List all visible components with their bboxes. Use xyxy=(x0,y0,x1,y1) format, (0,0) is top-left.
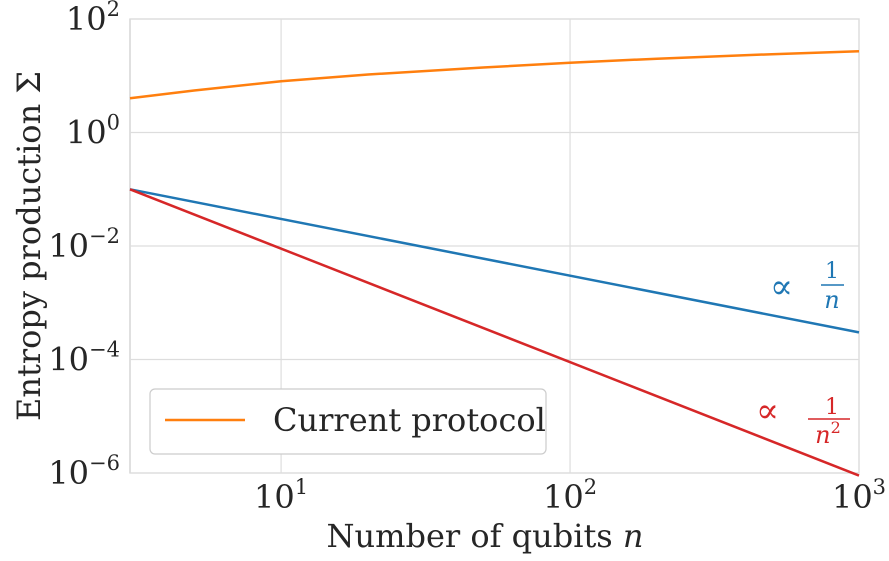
x-tick-base: 10 xyxy=(543,478,584,516)
annotation-inverse-n-squared-denominator-var: n xyxy=(815,421,830,449)
y-tick-label: 10−6 xyxy=(48,451,120,492)
annotation-inverse-n-prefix: ∝ xyxy=(770,267,793,307)
x-axis-label-var: n xyxy=(623,517,644,555)
y-tick-base: 10 xyxy=(48,227,89,265)
annotation-inverse-n-numerator: 1 xyxy=(825,259,839,284)
y-tick-base: 10 xyxy=(48,341,89,379)
y-axis-label-text: Entropy production xyxy=(10,104,48,421)
annotation-inverse-n-squared: ∝ 1 n2 xyxy=(756,391,850,449)
y-tick-base: 10 xyxy=(66,114,107,152)
legend-box xyxy=(149,388,547,455)
series-inverse-n xyxy=(129,188,860,334)
legend-label-current-protocol: Current protocol xyxy=(273,401,546,439)
annotation-inverse-n-squared-numerator: 1 xyxy=(825,395,839,420)
y-tick-exponent: −6 xyxy=(89,451,120,475)
annotation-inverse-n-squared-prefix: ∝ xyxy=(756,391,779,431)
y-tick-exponent: −2 xyxy=(89,224,120,248)
x-tick-base: 10 xyxy=(254,478,295,516)
annotation-inverse-n: ∝ 1 n xyxy=(770,259,844,314)
y-tick-exponent: 2 xyxy=(107,0,120,21)
x-axis-label: Number of qubits n xyxy=(327,517,644,555)
y-tick-base: 10 xyxy=(66,0,107,38)
y-tick-exponent: 0 xyxy=(107,111,120,135)
legend: Current protocol xyxy=(149,388,547,455)
annotation-inverse-n-squared-denominator: n2 xyxy=(815,418,841,449)
y-tick-label: 102 xyxy=(66,0,120,38)
y-tick-label: 100 xyxy=(66,111,120,152)
y-axis-label: Entropy production Σ xyxy=(10,71,48,421)
y-tick-label: 10−4 xyxy=(48,338,120,379)
x-tick-label: 101 xyxy=(254,475,308,516)
series-current-protocol xyxy=(129,50,860,100)
annotation-inverse-n-denominator: n xyxy=(824,286,839,314)
y-tick-label: 10−2 xyxy=(48,224,120,265)
y-axis-label-var: Σ xyxy=(10,71,48,94)
y-tick-base: 10 xyxy=(48,454,89,492)
x-axis-label-text: Number of qubits xyxy=(327,517,613,555)
series-layer xyxy=(129,50,860,477)
x-tick-label: 103 xyxy=(832,475,886,516)
series-inverse-n-squared xyxy=(129,188,860,477)
x-tick-exponent: 2 xyxy=(584,475,597,499)
x-tick-base: 10 xyxy=(832,478,873,516)
annotation-inverse-n-squared-denominator-exp: 2 xyxy=(831,418,841,437)
x-tick-label: 102 xyxy=(543,475,597,516)
x-tick-exponent: 1 xyxy=(295,475,308,499)
x-tick-exponent: 3 xyxy=(873,475,886,499)
y-tick-exponent: −4 xyxy=(89,338,120,362)
